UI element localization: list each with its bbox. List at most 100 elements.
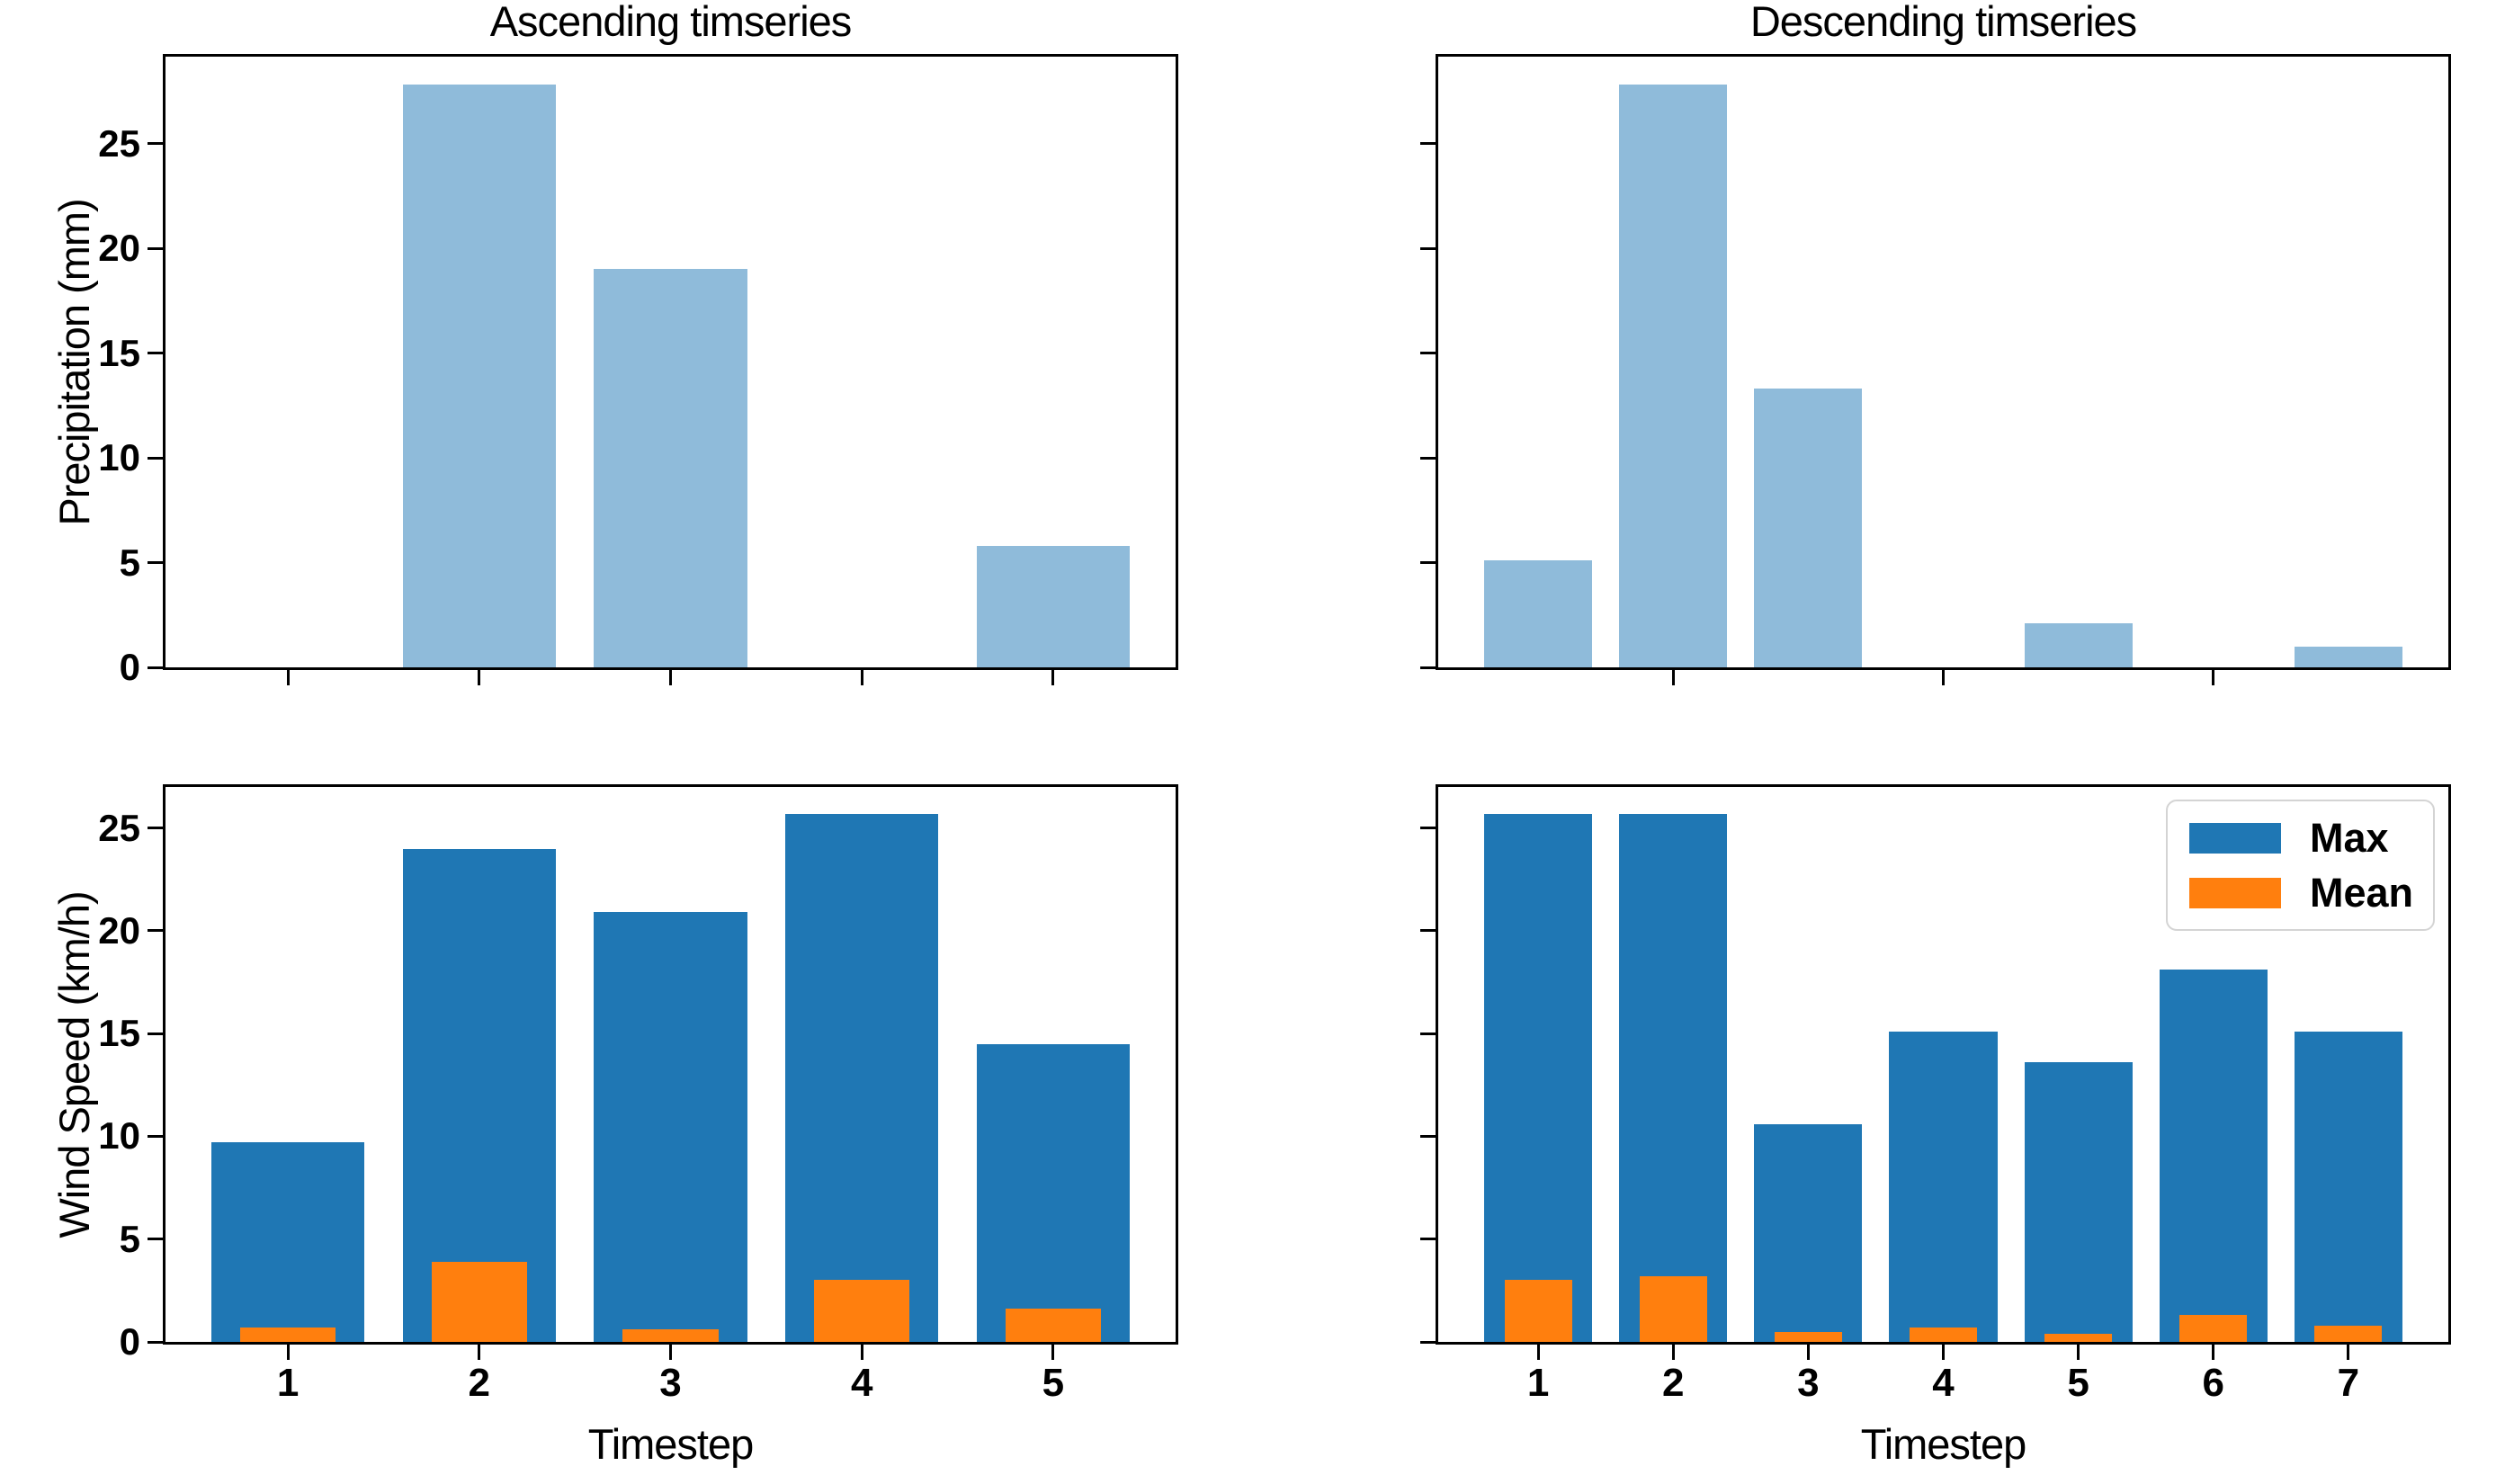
legend-label-mean: Mean [2309, 870, 2413, 916]
legend-swatch-mean-icon [2188, 877, 2281, 908]
x-tick-mark [1051, 1345, 1055, 1360]
y-tick-mark [148, 246, 163, 250]
y-tick-mark [148, 666, 163, 669]
x-tick-mark [669, 1345, 672, 1360]
bar-precipitation [1484, 560, 1593, 667]
y-tick-mark [1420, 352, 1436, 355]
x-tick-label: 5 [1042, 1361, 1065, 1405]
y-tick-mark [1420, 929, 1436, 933]
y-tick-label: 10 [98, 1114, 140, 1158]
legend: Max Mean [2165, 800, 2435, 931]
bar-max [594, 912, 747, 1342]
y-tick-label: 20 [98, 227, 140, 270]
bar-mean [1909, 1328, 1978, 1342]
bar-max [2294, 1031, 2402, 1342]
y-tick-mark [1420, 1134, 1436, 1138]
x-tick-mark [1942, 670, 1945, 685]
x-tick-mark [1536, 1345, 1540, 1360]
bar-precipitation [1754, 389, 1863, 667]
y-tick-label: 0 [119, 646, 140, 688]
x-tick-mark [2212, 670, 2215, 685]
x-tick-label: 3 [659, 1361, 682, 1405]
y-tick-mark [148, 827, 163, 830]
x-tick-mark [2347, 1345, 2350, 1360]
x-axis-label: Timestep [1860, 1420, 2027, 1468]
y-tick-mark [148, 142, 163, 146]
bar-max [1484, 813, 1593, 1342]
y-tick-mark [1420, 827, 1436, 830]
chart-title: Descending timseries [1749, 0, 2137, 45]
bar-max [1889, 1031, 1998, 1342]
y-tick-mark [148, 929, 163, 933]
bar-precipitation [2294, 646, 2402, 667]
subplot-wind-speed-descending: Timestep Max Mean 1 2 3 4 5 6 7 [1420, 784, 2451, 1468]
y-axis-label: Wind Speed (km/h) [49, 890, 98, 1238]
legend-item-mean: Mean [2188, 870, 2413, 916]
x-tick-mark [478, 1345, 481, 1360]
y-tick-mark [148, 1134, 163, 1138]
x-tick-mark [1942, 1345, 1945, 1360]
x-tick-label: 6 [2202, 1361, 2225, 1405]
x-tick-mark [1671, 670, 1675, 685]
y-tick-mark [1420, 1238, 1436, 1241]
bar-mean [2179, 1315, 2248, 1342]
y-tick-label: 10 [98, 436, 140, 479]
bar-precipitation [402, 85, 556, 667]
chart-title: Ascending timseries [489, 0, 853, 45]
legend-swatch-max-icon [2188, 822, 2281, 854]
bar-mean [1639, 1275, 1707, 1342]
y-tick-label: 25 [98, 806, 140, 849]
subplot-wind-speed-ascending: Wind Speed (km/h) Timestep 0 5 10 15 20 25 1 2 3… [50, 784, 1178, 1468]
y-tick-label: 0 [119, 1320, 140, 1363]
y-tick-mark [1420, 561, 1436, 565]
x-tick-mark [478, 670, 481, 685]
x-tick-label: 1 [276, 1361, 300, 1405]
x-tick-mark [2077, 1345, 2080, 1360]
bar-max [1619, 813, 1728, 1342]
bar-mean [2314, 1325, 2383, 1342]
bar-mean [1504, 1280, 1572, 1342]
bar-mean [431, 1261, 527, 1342]
y-tick-mark [148, 352, 163, 355]
y-tick-mark [1420, 456, 1436, 460]
bar-max [2159, 970, 2268, 1342]
y-tick-mark [1420, 666, 1436, 669]
bar-mean [622, 1329, 719, 1342]
bar-max [785, 813, 939, 1342]
x-tick-mark [860, 670, 863, 685]
x-tick-mark [1051, 670, 1055, 685]
bar-mean [1774, 1331, 1842, 1342]
y-tick-mark [148, 456, 163, 460]
x-tick-label: 1 [1526, 1361, 1550, 1405]
x-tick-label: 7 [2337, 1361, 2360, 1405]
y-tick-mark [148, 1340, 163, 1344]
y-tick-mark [1420, 1340, 1436, 1344]
y-tick-mark [148, 1032, 163, 1035]
y-tick-label: 15 [98, 331, 140, 374]
x-tick-mark [1806, 1345, 1810, 1360]
x-tick-label: 4 [850, 1361, 873, 1405]
bar-max [402, 848, 556, 1342]
y-tick-label: 15 [98, 1012, 140, 1055]
bar-precipitation [976, 545, 1130, 667]
y-tick-mark [148, 1238, 163, 1241]
x-tick-label: 4 [1932, 1361, 1955, 1405]
bar-max [211, 1142, 365, 1342]
y-tick-mark [1420, 246, 1436, 250]
x-tick-mark [2212, 1345, 2215, 1360]
bar-mean [239, 1328, 336, 1342]
x-tick-label: 2 [468, 1361, 491, 1405]
x-tick-label: 3 [1797, 1361, 1820, 1405]
bar-precipitation [594, 269, 747, 667]
x-tick-mark [1671, 1345, 1675, 1360]
x-tick-label: 2 [1661, 1361, 1685, 1405]
legend-label-max: Max [2309, 815, 2389, 861]
bar-precipitation [1619, 85, 1728, 667]
y-tick-mark [148, 561, 163, 565]
y-tick-label: 20 [98, 908, 140, 952]
bar-max [2024, 1062, 2133, 1342]
y-tick-label: 5 [119, 1217, 140, 1260]
x-tick-mark [669, 670, 672, 685]
x-tick-mark [286, 670, 290, 685]
